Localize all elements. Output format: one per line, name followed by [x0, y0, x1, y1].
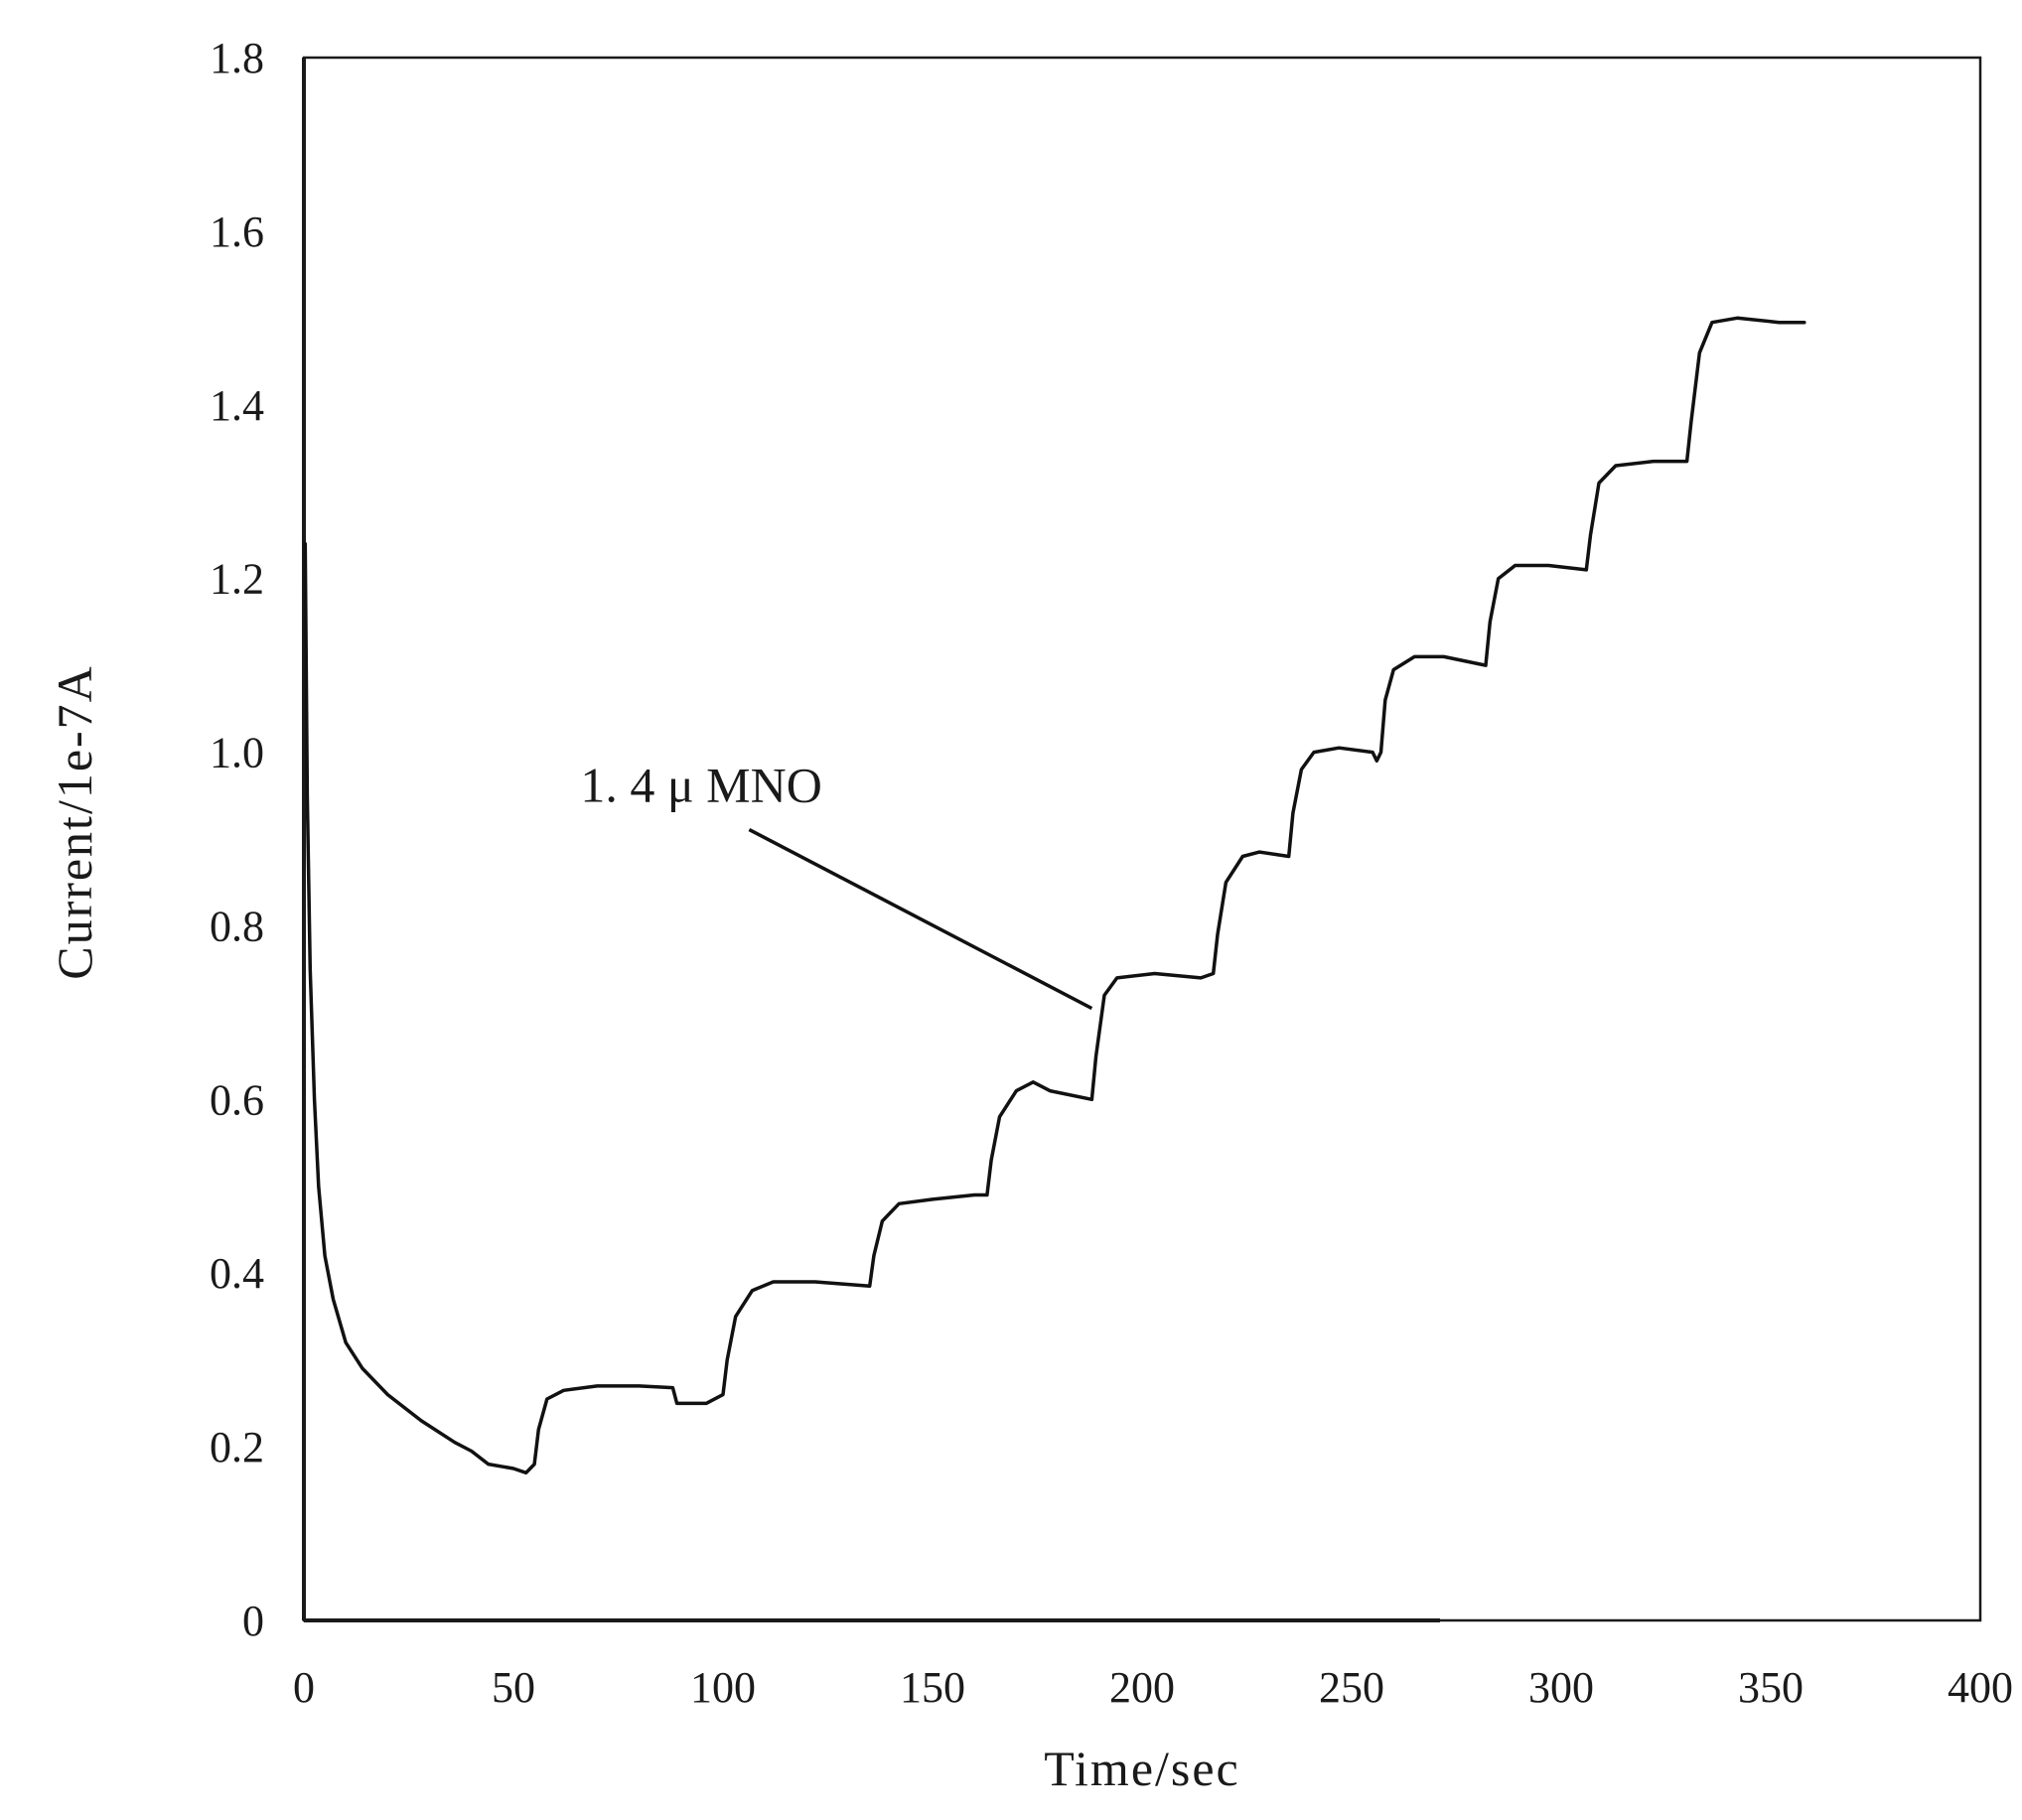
x-axis-title: Time/sec [1044, 1741, 1240, 1796]
y-tick-label: 0.6 [210, 1075, 264, 1124]
y-tick-label: 0.4 [210, 1249, 264, 1298]
x-tick-label: 200 [1109, 1663, 1175, 1712]
x-tick-label: 400 [1948, 1663, 2013, 1712]
y-tick-label: 1.6 [210, 208, 264, 256]
y-tick-label: 1.8 [210, 34, 264, 82]
y-tick-label: 1.0 [210, 729, 264, 777]
annotation-leader-line [748, 827, 1093, 1011]
y-tick-label: 0.2 [210, 1423, 264, 1471]
x-tick-label: 150 [900, 1663, 965, 1712]
x-tick-label: 100 [690, 1663, 756, 1712]
annotation-label: 1. 4 μ MNO [580, 758, 821, 813]
y-tick-label: 1.2 [210, 555, 264, 604]
x-tick-labels: 0 50 100 150 200 250 300 350 400 [293, 1663, 2013, 1712]
x-tick-label: 0 [293, 1663, 315, 1712]
y-tick-label: 0 [242, 1597, 264, 1645]
series-line [303, 316, 1806, 1475]
x-tick-label: 300 [1528, 1663, 1594, 1712]
y-tick-label: 1.4 [210, 381, 264, 430]
x-tick-label: 250 [1319, 1663, 1384, 1712]
y-tick-label: 0.8 [210, 902, 264, 950]
x-tick-label: 350 [1738, 1663, 1804, 1712]
y-axis-title: Current/1e-7A [47, 664, 102, 980]
x-tick-label: 50 [492, 1663, 535, 1712]
y-tick-labels: 0 0.2 0.4 0.6 0.8 1.0 1.2 1.4 1.6 1.8 [210, 34, 264, 1645]
